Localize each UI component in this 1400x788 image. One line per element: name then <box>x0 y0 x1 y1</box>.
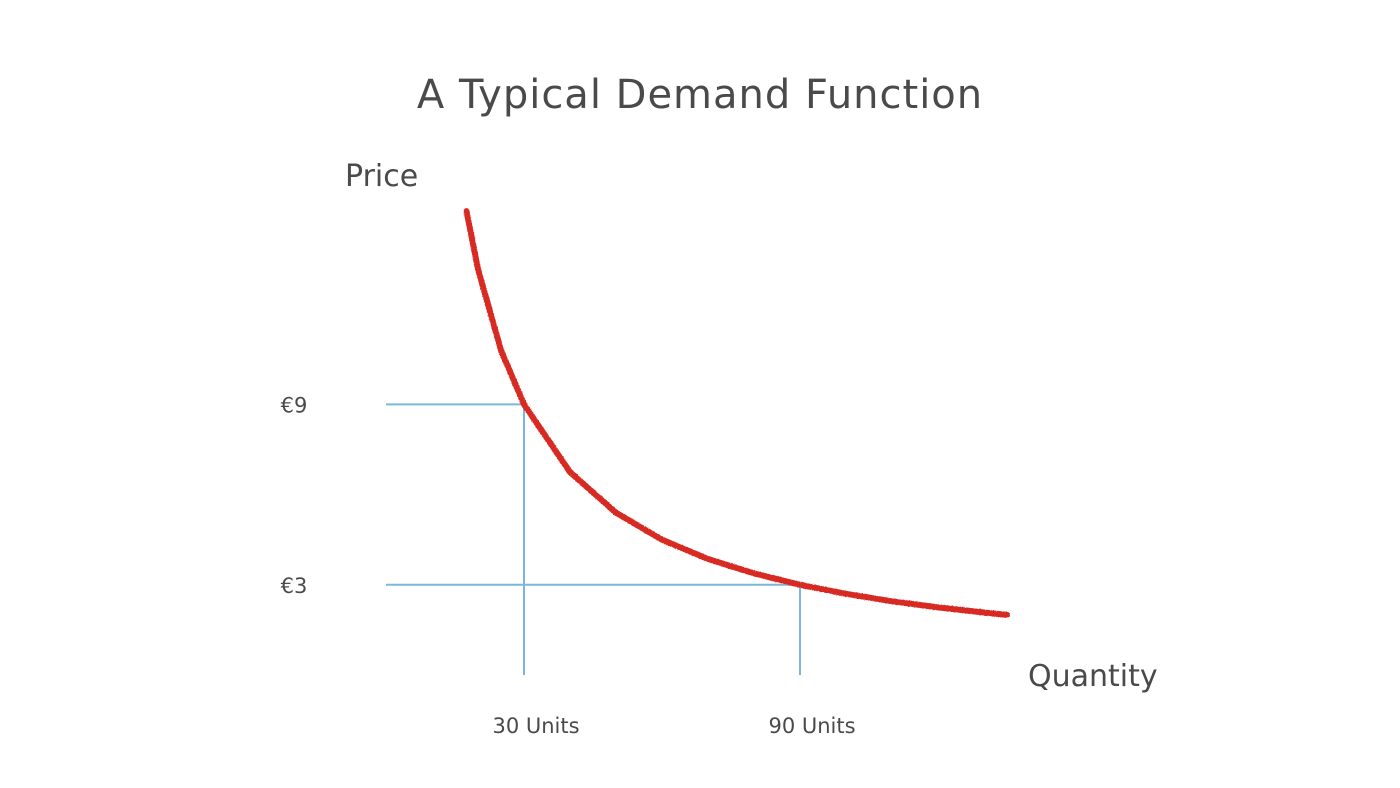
y-tick-label-2: €3 <box>281 574 308 598</box>
y-axis-label: Price <box>345 159 418 194</box>
demand-curve-group <box>463 208 1010 618</box>
axes <box>381 206 1010 680</box>
x-tick-label-2: 90 Units <box>768 714 855 738</box>
chart-title: A Typical Demand Function <box>417 72 983 118</box>
x-axis-label: Quantity <box>1028 659 1158 694</box>
x-tick-label-1: 30 Units <box>492 714 579 738</box>
reference-lines <box>386 403 801 675</box>
tick-labels: 30 Units €9 90 Units €3 <box>281 393 856 738</box>
y-tick-label-1: €9 <box>281 393 308 417</box>
demand-curve-line <box>463 208 1010 618</box>
